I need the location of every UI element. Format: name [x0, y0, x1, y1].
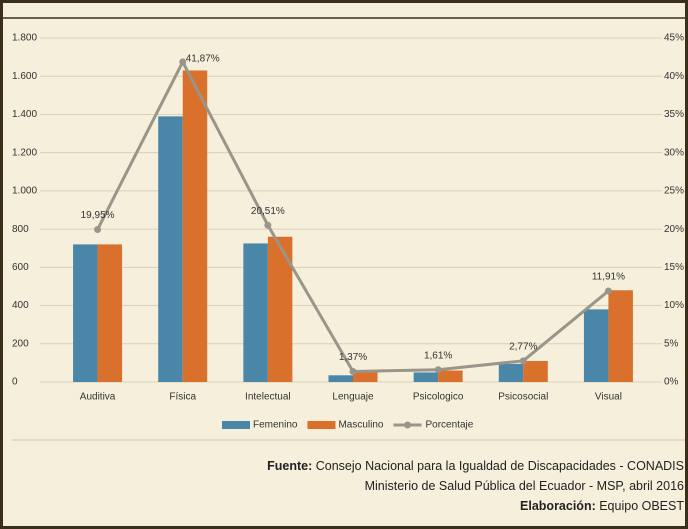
- legend-swatch: [307, 421, 336, 429]
- x-tick-label: Lenguaje: [332, 392, 374, 403]
- data-label: 19,95%: [81, 210, 115, 221]
- y-tick-label: 1.800: [12, 33, 37, 44]
- legend-label: Masculino: [338, 420, 383, 431]
- y-tick-label: 1.400: [12, 109, 37, 120]
- bar: [353, 372, 378, 382]
- line-point: [434, 366, 442, 374]
- legend-label: Femenino: [253, 420, 298, 431]
- legend-swatch: [404, 421, 411, 429]
- y2-tick-label: 10%: [664, 300, 684, 311]
- y2-tick-label: 5%: [664, 338, 679, 349]
- line-point: [604, 287, 612, 295]
- bar: [97, 244, 123, 382]
- data-label: 20,51%: [251, 206, 285, 217]
- footer-text: Equipo OBEST: [596, 499, 685, 513]
- bar: [498, 363, 524, 382]
- x-tick-label: Intelectual: [245, 392, 291, 403]
- data-label: 1,61%: [424, 350, 452, 361]
- y2-tick-label: 15%: [664, 262, 684, 273]
- data-label: 2,77%: [509, 341, 537, 352]
- footer-line: Fuente: Consejo Nacional para la Igualda…: [267, 459, 684, 473]
- x-tick-label: Visual: [595, 392, 622, 403]
- bar: [73, 244, 98, 382]
- legend-swatch: [222, 421, 250, 429]
- bar: [583, 309, 609, 382]
- bar: [182, 70, 208, 382]
- bar: [523, 360, 548, 382]
- x-tick-label: Física: [169, 392, 196, 403]
- y2-tick-label: 25%: [664, 186, 684, 197]
- legend-label: Porcentaje: [426, 420, 474, 431]
- y2-tick-label: 45%: [664, 33, 684, 44]
- line-point: [349, 368, 357, 376]
- data-label: 41,87%: [186, 54, 220, 65]
- line-point: [179, 58, 187, 66]
- y-tick-label: 1.600: [12, 71, 37, 82]
- line-point: [94, 225, 102, 233]
- x-tick-label: Auditiva: [80, 392, 116, 403]
- y-tick-label: 200: [12, 338, 29, 349]
- bar: [608, 290, 633, 382]
- x-tick-label: Psicologico: [413, 392, 464, 403]
- bar: [328, 375, 353, 382]
- bar: [438, 370, 463, 382]
- y-tick-label: 0: [12, 377, 18, 388]
- footer-label: Fuente:: [267, 459, 312, 473]
- y-tick-label: 600: [12, 262, 29, 273]
- footer-line: Ministerio de Salud Pública del Ecuador …: [365, 479, 684, 493]
- y2-tick-label: 20%: [664, 224, 684, 235]
- bar: [413, 372, 439, 382]
- footer-label: Elaboración:: [520, 499, 596, 513]
- y-tick-label: 400: [12, 300, 29, 311]
- bar: [243, 243, 268, 382]
- y-tick-label: 1.200: [12, 147, 37, 158]
- x-tick-label: Psicosocial: [498, 392, 548, 403]
- y2-tick-label: 40%: [664, 71, 684, 82]
- bar: [158, 116, 183, 382]
- footer-text: Ministerio de Salud Pública del Ecuador …: [365, 479, 684, 493]
- footer: Fuente: Consejo Nacional para la Igualda…: [267, 459, 684, 513]
- y2-tick-label: 0%: [664, 377, 679, 388]
- y2-tick-label: 30%: [664, 147, 684, 158]
- footer-text: Consejo Nacional para la Igualdad de Dis…: [312, 459, 684, 473]
- data-label: 1,37%: [339, 352, 367, 363]
- data-label: 11,91%: [592, 272, 625, 283]
- footer-line: Elaboración: Equipo OBEST: [520, 499, 684, 513]
- line-point: [519, 357, 527, 365]
- line-point: [264, 221, 272, 229]
- y-tick-label: 1.000: [12, 186, 37, 197]
- y2-tick-label: 35%: [664, 109, 684, 120]
- y-tick-label: 800: [12, 224, 29, 235]
